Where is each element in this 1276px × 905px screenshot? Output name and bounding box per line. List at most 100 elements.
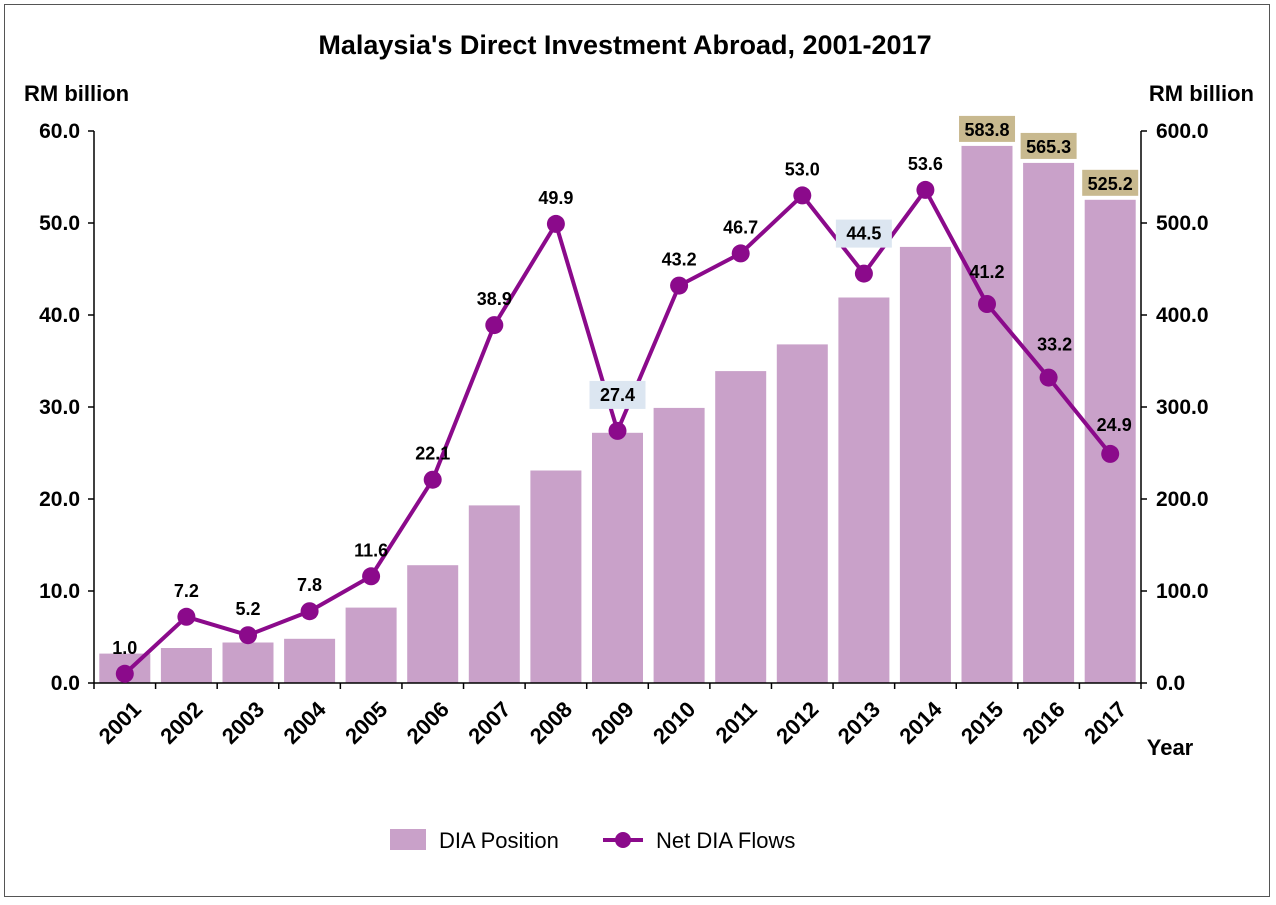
bar-2002 xyxy=(160,648,212,683)
flow-label-box-2013 xyxy=(835,219,892,248)
flow-point-2014 xyxy=(916,180,935,199)
x-tick-label-2008: 2008 xyxy=(525,697,577,749)
flow-label-2005: 11.6 xyxy=(354,540,388,560)
flow-label-2003: 5.2 xyxy=(235,599,260,619)
flow-point-2004 xyxy=(300,602,319,621)
right-axis-unit: RM billion xyxy=(1149,81,1254,106)
flow-label-box-2009 xyxy=(589,380,646,409)
flow-point-2010 xyxy=(670,276,689,295)
x-tick-label-2007: 2007 xyxy=(463,697,515,749)
legend-swatch-net-dia-flows-marker xyxy=(615,832,631,848)
x-tick-label-2012: 2012 xyxy=(771,697,823,749)
flow-point-2011 xyxy=(731,244,750,263)
flow-label-2014: 53.6 xyxy=(908,154,943,174)
position-label-2016: 565.3 xyxy=(1026,137,1071,157)
right-tick-label: 200.0 xyxy=(1156,488,1209,511)
flow-point-2005 xyxy=(362,567,381,586)
flow-point-2002 xyxy=(177,607,196,626)
bar-2009 xyxy=(592,432,643,683)
flow-label-2006: 22.1 xyxy=(415,444,450,464)
flow-label-2011: 46.7 xyxy=(723,217,758,237)
x-tick-label-2014: 2014 xyxy=(894,696,947,749)
bar-2003 xyxy=(222,642,274,683)
right-tick-label: 300.0 xyxy=(1156,396,1209,419)
legend-swatch-dia-position xyxy=(390,829,426,850)
flow-point-2012 xyxy=(793,186,812,205)
flow-label-2016: 33.2 xyxy=(1037,335,1072,355)
x-tick-label-2010: 2010 xyxy=(648,697,700,749)
x-axis-label: Year xyxy=(1147,735,1194,760)
left-tick-label: 0.0 xyxy=(51,672,80,695)
flow-point-2015 xyxy=(978,295,996,313)
x-tick-label-2005: 2005 xyxy=(340,697,392,749)
bar-2016 xyxy=(1023,162,1075,683)
right-tick-label: 600.0 xyxy=(1156,120,1209,143)
bar-2008 xyxy=(530,470,582,683)
position-label-box-2017 xyxy=(1082,169,1139,196)
flow-point-2017 xyxy=(1101,444,1120,463)
flow-label-2010: 43.2 xyxy=(662,250,697,270)
flow-label-2008: 49.9 xyxy=(538,188,573,208)
x-tick-label-2017: 2017 xyxy=(1079,697,1131,749)
flow-point-2008 xyxy=(546,214,565,233)
bars-layer xyxy=(99,145,1136,684)
flow-label-2009: 27.4 xyxy=(600,385,635,405)
x-tick-label-2002: 2002 xyxy=(155,697,207,749)
legend-label-dia-position: DIA Position xyxy=(439,828,559,853)
left-tick-label: 10.0 xyxy=(39,580,80,603)
legend: DIA Position Net DIA Flows xyxy=(390,828,795,853)
bar-2015 xyxy=(961,145,1013,683)
labels-layer: 1.0 7.2 5.2 7.8 11.6 22.1 38.9 49.9 27.4 43.2 46.7… xyxy=(112,115,1139,658)
bar-2012 xyxy=(776,344,828,683)
position-label-box-2015 xyxy=(959,115,1016,142)
bar-2004 xyxy=(284,638,336,683)
left-tick-label: 30.0 xyxy=(39,396,80,419)
position-label-box-2016 xyxy=(1020,132,1077,159)
right-tick-label: 100.0 xyxy=(1156,580,1209,603)
bar-2010 xyxy=(653,407,705,683)
x-tick-label-2009: 2009 xyxy=(586,697,638,749)
bar-2013 xyxy=(838,297,890,683)
flow-label-2013: 44.5 xyxy=(846,224,881,244)
left-axis-unit: RM billion xyxy=(24,81,129,106)
flow-label-2017: 24.9 xyxy=(1097,415,1132,435)
x-tick-label-2006: 2006 xyxy=(402,697,454,749)
flow-label-2015: 41.2 xyxy=(970,262,1005,282)
bar-2005 xyxy=(345,607,397,683)
flow-label-2007: 38.9 xyxy=(477,289,512,309)
flow-point-2007 xyxy=(485,316,504,335)
legend-label-net-dia-flows: Net DIA Flows xyxy=(656,828,795,853)
bar-2017 xyxy=(1084,199,1136,684)
bar-2007 xyxy=(468,505,520,683)
left-tick-label: 50.0 xyxy=(39,212,80,235)
x-tick-label-2013: 2013 xyxy=(833,697,885,749)
flow-label-2001: 1.0 xyxy=(112,638,137,658)
flow-point-2013 xyxy=(854,264,873,283)
left-tick-label: 20.0 xyxy=(39,488,80,511)
flow-point-2006 xyxy=(423,470,442,489)
flow-point-2003 xyxy=(239,626,257,645)
right-tick-label: 500.0 xyxy=(1156,212,1209,235)
chart-title: Malaysia's Direct Investment Abroad, 200… xyxy=(318,30,931,60)
flow-point-2016 xyxy=(1039,368,1058,387)
flow-label-2002: 7.2 xyxy=(174,581,199,601)
left-tick-label: 40.0 xyxy=(39,304,80,327)
bar-2006 xyxy=(407,565,459,683)
right-tick-label: 400.0 xyxy=(1156,304,1209,327)
x-tick-label-2015: 2015 xyxy=(956,697,1008,749)
x-tick-label-2016: 2016 xyxy=(1018,697,1070,749)
flow-point-2001 xyxy=(115,664,134,683)
flow-label-2004: 7.8 xyxy=(297,575,322,595)
bar-2014 xyxy=(899,246,951,683)
flow-point-2009 xyxy=(608,421,627,440)
x-tick-label-2001: 2001 xyxy=(94,697,146,749)
line-layer xyxy=(115,180,1120,683)
left-tick-label: 60.0 xyxy=(39,120,80,143)
x-tick-label-2011: 2011 xyxy=(710,697,761,748)
right-tick-label: 0.0 xyxy=(1156,672,1185,695)
position-label-2015: 583.8 xyxy=(965,120,1010,140)
x-tick-label-2003: 2003 xyxy=(217,697,269,749)
position-label-2017: 525.2 xyxy=(1088,174,1133,194)
x-tick-label-2004: 2004 xyxy=(278,696,331,749)
